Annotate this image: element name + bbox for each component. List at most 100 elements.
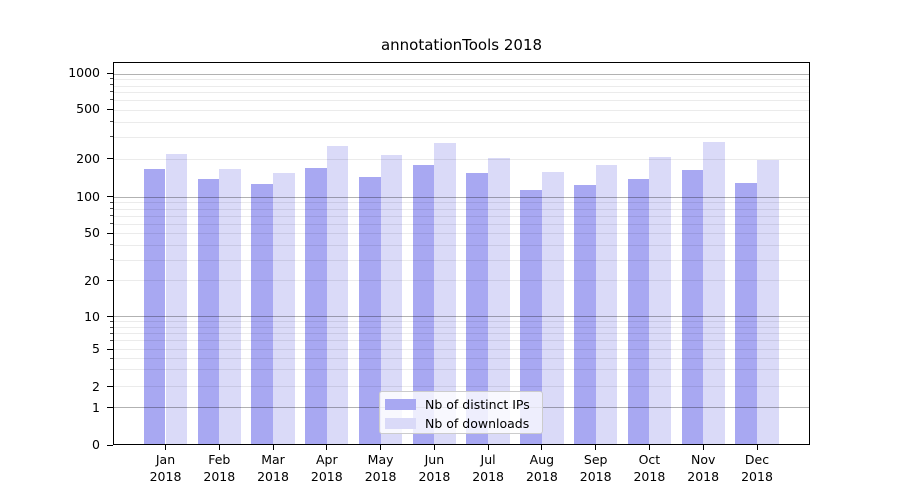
y-minor-tick-mark bbox=[110, 99, 113, 100]
legend-swatch bbox=[385, 399, 416, 411]
x-label-month: Mar bbox=[261, 452, 285, 467]
x-tick-label: Aug 2018 bbox=[512, 452, 572, 485]
bar-downloads bbox=[595, 165, 618, 444]
y-tick-mark bbox=[107, 407, 113, 408]
y-tick-mark bbox=[107, 158, 113, 160]
bar-downloads bbox=[488, 158, 510, 444]
bar-distinct-ips bbox=[573, 185, 596, 444]
gridline-minor bbox=[114, 137, 809, 139]
chart-title: annotationTools 2018 bbox=[380, 36, 543, 54]
x-label-year: 2018 bbox=[633, 468, 666, 484]
gridline-minor bbox=[114, 92, 809, 94]
x-tick-label: Mar 2018 bbox=[243, 452, 303, 485]
x-label-year: 2018 bbox=[579, 468, 612, 484]
bar-downloads bbox=[326, 146, 349, 444]
gridline-minor bbox=[114, 100, 809, 102]
bar-distinct-ips bbox=[251, 183, 274, 444]
x-tick-label: Dec 2018 bbox=[727, 452, 787, 485]
bar-downloads bbox=[541, 171, 564, 444]
x-tick-mark bbox=[756, 445, 758, 450]
bar-distinct-ips bbox=[627, 178, 650, 444]
x-label-month: Oct bbox=[638, 452, 661, 467]
bar-distinct-ips bbox=[197, 178, 220, 444]
y-minor-tick-mark bbox=[110, 259, 113, 260]
x-label-month: Dec bbox=[744, 452, 770, 467]
x-label-month: Aug bbox=[529, 452, 555, 467]
y-minor-tick-mark bbox=[110, 222, 113, 224]
y-tick-label: 10 bbox=[84, 308, 100, 324]
gridline-minor bbox=[114, 348, 809, 350]
x-label-year: 2018 bbox=[203, 468, 236, 484]
y-tick-mark bbox=[107, 108, 113, 110]
bar-downloads bbox=[756, 159, 779, 444]
gridline-minor bbox=[114, 79, 809, 81]
gridline-minor bbox=[114, 385, 809, 387]
x-tick-label: Jun 2018 bbox=[404, 452, 464, 485]
y-tick-label: 20 bbox=[84, 272, 100, 288]
gridline-minor bbox=[114, 340, 809, 341]
bar-downloads bbox=[649, 156, 672, 444]
x-tick-label: Feb 2018 bbox=[189, 452, 249, 485]
y-minor-tick-mark bbox=[110, 357, 113, 359]
y-tick-label: 1000 bbox=[68, 65, 100, 80]
y-tick-mark bbox=[107, 232, 113, 234]
y-minor-tick-mark bbox=[110, 91, 113, 92]
x-label-month: Jun bbox=[424, 452, 445, 467]
x-tick-label: Oct 2018 bbox=[619, 452, 679, 485]
x-label-month: May bbox=[367, 452, 394, 467]
x-tick-label: Jan 2018 bbox=[136, 452, 196, 485]
x-tick-mark bbox=[541, 445, 543, 450]
x-label-year: 2018 bbox=[741, 468, 773, 484]
y-minor-tick-mark bbox=[110, 320, 113, 322]
y-minor-tick-mark bbox=[110, 332, 113, 334]
gridline-minor bbox=[114, 259, 809, 261]
gridline-minor bbox=[114, 244, 809, 246]
y-tick-mark bbox=[107, 196, 113, 197]
y-tick-mark bbox=[107, 444, 113, 446]
gridline-major bbox=[114, 73, 809, 75]
y-minor-tick-mark bbox=[110, 369, 113, 371]
gridline-minor bbox=[114, 121, 809, 123]
y-tick-label: 5 bbox=[92, 341, 100, 356]
plot-area bbox=[113, 62, 810, 445]
x-tick-label: May 2018 bbox=[351, 452, 411, 485]
x-tick-mark bbox=[380, 445, 382, 450]
bar-distinct-ips bbox=[412, 165, 435, 444]
x-label-year: 2018 bbox=[364, 468, 397, 484]
y-minor-tick-mark bbox=[110, 78, 113, 79]
y-tick-mark bbox=[107, 386, 113, 387]
y-minor-tick-mark bbox=[110, 201, 113, 203]
bar-downloads bbox=[219, 169, 241, 444]
x-label-year: 2018 bbox=[418, 468, 451, 484]
bar-distinct-ips bbox=[305, 168, 327, 444]
x-tick-mark bbox=[218, 445, 220, 450]
y-tick-label: 1 bbox=[92, 399, 100, 415]
bar-downloads bbox=[434, 143, 457, 444]
x-tick-mark bbox=[326, 445, 328, 450]
x-label-month: Nov bbox=[690, 452, 716, 467]
gridline-minor bbox=[114, 321, 809, 323]
y-tick-label: 50 bbox=[84, 225, 100, 240]
y-minor-tick-mark bbox=[110, 326, 113, 328]
y-minor-tick-mark bbox=[110, 244, 113, 246]
bar-distinct-ips bbox=[466, 173, 489, 444]
gridline-minor bbox=[114, 332, 809, 334]
bar-distinct-ips bbox=[681, 170, 704, 444]
x-tick-mark bbox=[272, 445, 274, 450]
x-tick-mark bbox=[702, 445, 704, 450]
bar-downloads bbox=[165, 153, 188, 444]
gridline-minor bbox=[114, 202, 809, 204]
x-tick-mark bbox=[165, 445, 166, 450]
gridline-major bbox=[114, 316, 809, 318]
gridline-minor bbox=[114, 215, 809, 217]
x-label-month: Jul bbox=[480, 452, 496, 467]
x-tick-mark bbox=[487, 445, 489, 450]
gridline-minor bbox=[114, 159, 809, 161]
y-minor-tick-mark bbox=[110, 136, 113, 138]
bar-downloads bbox=[273, 173, 295, 444]
y-tick-mark bbox=[107, 280, 113, 281]
y-tick-label: 200 bbox=[76, 150, 100, 166]
y-tick-mark bbox=[107, 316, 113, 317]
gridline-minor bbox=[114, 369, 809, 371]
gridline-minor bbox=[114, 223, 809, 225]
